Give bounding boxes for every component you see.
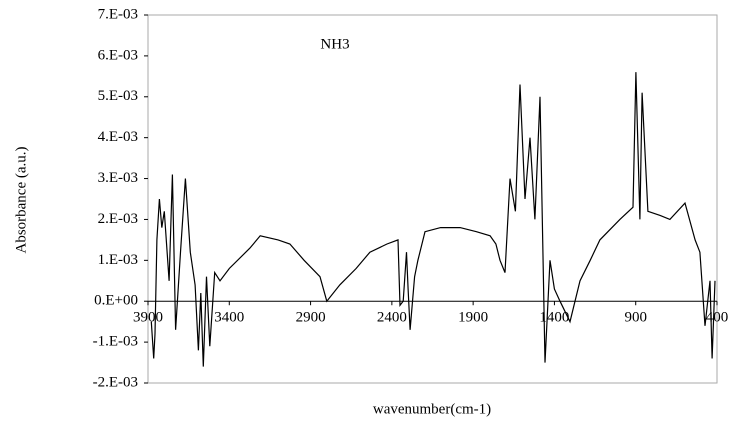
plot-frame — [147, 14, 718, 384]
y-tick-label: -1.E-03 — [93, 334, 138, 350]
x-tick-label: 2400 — [377, 310, 407, 326]
y-tick-label: 6.E-03 — [98, 47, 138, 63]
y-tick-label: 5.E-03 — [98, 88, 138, 104]
x-tick-label: 900 — [624, 310, 647, 326]
x-tick-label: 2900 — [296, 310, 326, 326]
x-tick-label: 3900 — [133, 310, 163, 326]
y-tick-label: 7.E-03 — [98, 6, 138, 22]
annotation: NH3 — [320, 36, 349, 52]
y-tick-label: 3.E-03 — [98, 170, 138, 186]
x-axis-label: wavenumber(cm-1) — [373, 401, 491, 417]
x-tick-label: 3400 — [214, 310, 244, 326]
y-axis-label: Absorbance (a.u.) — [13, 146, 29, 253]
y-tick-label: 2.E-03 — [98, 211, 138, 227]
x-tick-label: 1900 — [458, 310, 488, 326]
y-tick-label: 0.E+00 — [94, 293, 138, 309]
spectrum-line — [150, 72, 716, 367]
x-tick-label: 400 — [706, 310, 729, 326]
y-tick-label: 4.E-03 — [98, 129, 138, 145]
y-tick-label: 1.E-03 — [98, 252, 138, 268]
y-tick-label: -2.E-03 — [93, 374, 138, 390]
